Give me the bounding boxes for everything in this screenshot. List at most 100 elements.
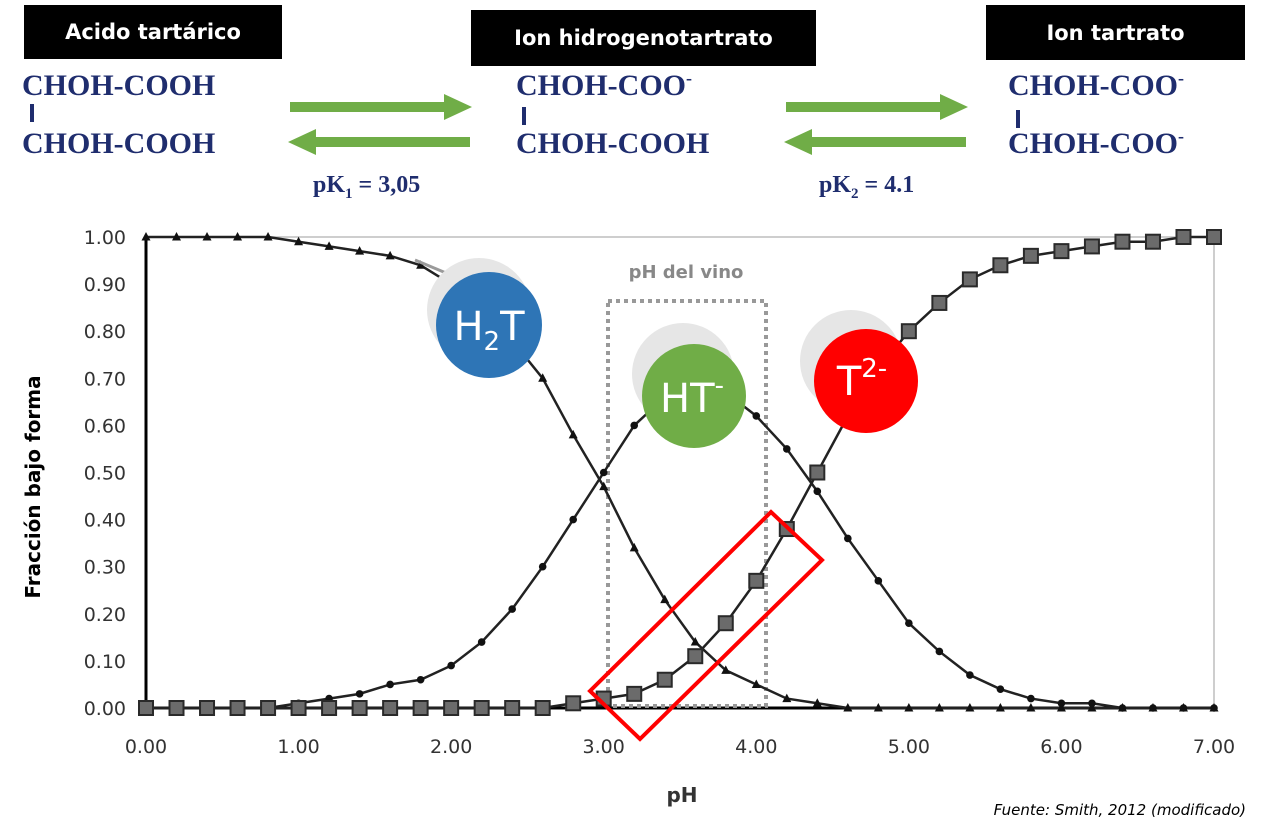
tartrate-formula-line2: CHOH-COO- — [1008, 126, 1184, 160]
hydrogen-name-label: Ion hidrogenotartrato — [471, 10, 816, 66]
tartrate-bond — [1016, 110, 1020, 128]
plot-frame — [145, 236, 1215, 709]
data-point — [473, 700, 490, 716]
pk2-label: pK2 = 4.1 — [819, 172, 915, 202]
data-point — [168, 700, 185, 716]
tartrate-formula-line1: CHOH-COO- — [1008, 68, 1184, 102]
data-point — [172, 232, 182, 241]
x-tick-label: 0.00 — [125, 736, 167, 758]
y-tick-label: 0.20 — [84, 604, 126, 626]
data-point — [138, 700, 154, 716]
data-point — [599, 481, 609, 491]
data-point — [931, 294, 948, 311]
data-point — [412, 700, 429, 716]
x-tick-label: 4.00 — [735, 736, 777, 758]
data-point — [324, 241, 334, 250]
hydrogen-formula-line2: CHOH-COOH — [516, 127, 710, 160]
data-point — [844, 534, 852, 543]
data-point — [355, 690, 364, 698]
data-point — [1206, 229, 1222, 245]
data-point — [141, 232, 151, 241]
data-point — [1026, 703, 1036, 712]
data-point — [1083, 238, 1100, 255]
data-point — [290, 700, 307, 716]
y-tick-label: 0.60 — [84, 415, 126, 437]
data-point — [966, 671, 974, 679]
data-point — [934, 703, 944, 712]
y-tick-label: 0.30 — [84, 557, 126, 579]
data-point — [782, 693, 792, 703]
data-point — [751, 679, 761, 688]
data-point — [1179, 704, 1188, 712]
data-point — [717, 615, 734, 632]
x-tick-label: 1.00 — [277, 736, 319, 758]
data-point — [199, 700, 216, 716]
data-point — [568, 429, 578, 439]
series-line — [146, 235, 1214, 710]
data-point — [813, 487, 822, 496]
series-h2t — [141, 232, 1219, 712]
data-point — [416, 675, 425, 684]
data-point — [630, 421, 639, 430]
hydrogen-bond — [522, 107, 526, 125]
x-tick-label: 7.00 — [1193, 736, 1235, 758]
x-tick-label: 2.00 — [430, 736, 472, 758]
data-point — [812, 698, 822, 707]
ph-window-box — [606, 299, 768, 708]
data-point — [1027, 694, 1035, 703]
x-tick-label: 3.00 — [583, 736, 625, 758]
data-point — [1057, 699, 1066, 708]
source-note: Fuente: Smith, 2012 (modificado) — [993, 801, 1246, 819]
highlight-box — [587, 509, 825, 742]
equilibrium-2-arrows — [784, 94, 968, 155]
data-point — [752, 412, 761, 420]
data-point — [1149, 704, 1157, 712]
h2t-bubble: H2T — [427, 258, 542, 378]
data-point — [263, 232, 273, 241]
data-point — [965, 703, 975, 712]
data-point — [1144, 233, 1161, 250]
data-point — [382, 700, 399, 716]
data-point — [538, 562, 547, 571]
data-point — [905, 619, 913, 628]
data-point — [355, 246, 365, 255]
equilibrium-arrows — [288, 94, 968, 155]
data-point — [783, 445, 791, 453]
series-t2 — [138, 229, 1222, 716]
data-point — [229, 700, 246, 716]
equilibrium-1-arrows — [288, 94, 472, 155]
data-point — [626, 685, 643, 702]
data-point — [1114, 233, 1131, 250]
ph-window-label: pH del vino — [629, 262, 744, 283]
data-point — [260, 700, 277, 716]
series-line — [146, 235, 1214, 710]
y-tick-label: 0.00 — [84, 698, 126, 720]
y-tick-labels: 0.00 0.10 0.20 0.30 0.40 0.50 0.60 0.70 0.80 0.90… — [84, 227, 126, 720]
data-point — [565, 695, 582, 712]
data-point — [534, 700, 551, 716]
data-point — [599, 468, 608, 477]
data-point — [1056, 703, 1066, 712]
data-point — [961, 271, 978, 288]
tartrate-name-label: Ion tartrato — [986, 5, 1245, 60]
t2-bubble: T2- — [800, 310, 918, 433]
y-tick-label: 0.90 — [84, 274, 126, 296]
data-point — [935, 647, 944, 656]
data-point — [687, 648, 704, 665]
h2t-bubble-text: H2T — [453, 304, 525, 357]
acid-formula-line2: CHOH-COOH — [22, 127, 216, 160]
data-point — [721, 665, 731, 674]
acid-name-label: Acido tartárico — [24, 5, 282, 59]
series-layer — [138, 229, 1222, 716]
y-tick-label: 0.70 — [84, 368, 126, 390]
data-point — [904, 703, 914, 712]
data-point — [1053, 243, 1070, 260]
data-point — [321, 700, 338, 716]
data-point — [233, 232, 243, 241]
data-point — [629, 542, 639, 552]
data-point — [656, 671, 673, 688]
data-point — [748, 572, 765, 589]
y-tick-label: 0.50 — [84, 463, 126, 485]
data-point — [1087, 703, 1097, 712]
acid-formula-line1: CHOH-COOH — [22, 69, 216, 102]
